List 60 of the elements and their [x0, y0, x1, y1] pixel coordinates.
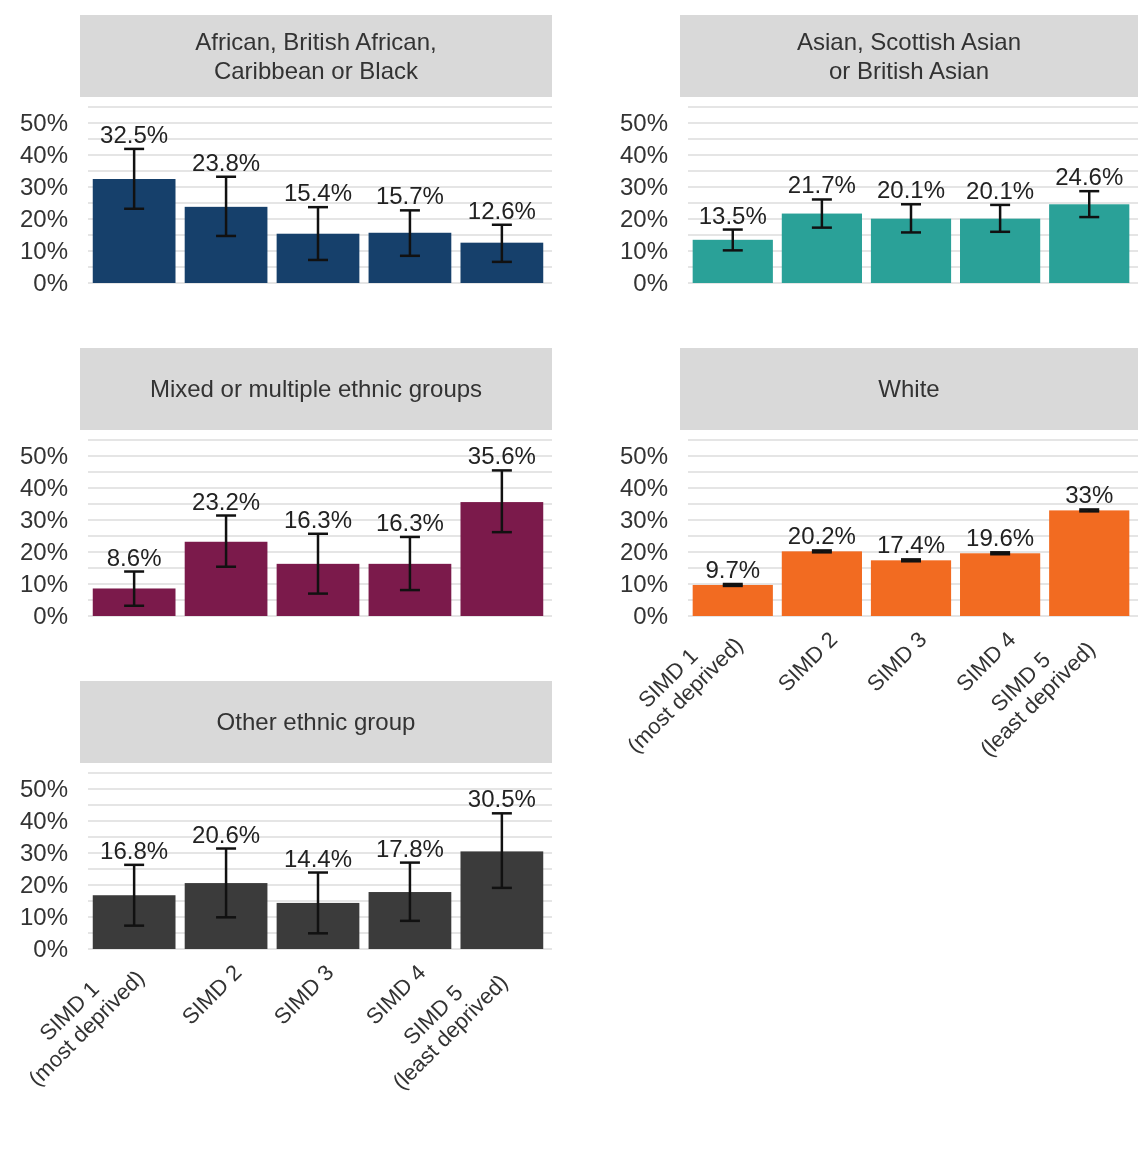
data-label: 13.5% — [698, 201, 767, 229]
data-label: 24.6% — [1055, 163, 1124, 191]
y-tick-label: 10% — [19, 903, 68, 931]
data-label: 21.7% — [787, 171, 856, 199]
data-label: 35.6% — [467, 442, 536, 470]
y-tick-label: 10% — [619, 237, 668, 265]
y-tick-label: 0% — [633, 269, 668, 297]
chart-title: Other ethnic group — [216, 708, 416, 736]
data-label: 16.3% — [283, 505, 353, 533]
data-label: 9.7% — [705, 556, 761, 583]
data-label: 20.6% — [192, 820, 261, 848]
y-tick-label: 0% — [633, 602, 668, 630]
data-label: 32.5% — [100, 120, 169, 148]
y-tick-label: 30% — [19, 506, 68, 534]
y-tick-label: 40% — [619, 474, 668, 502]
data-label: 14.4% — [283, 844, 353, 872]
y-tick-label: 20% — [619, 538, 668, 566]
data-label: 16.8% — [100, 836, 169, 864]
y-tick-label: 50% — [19, 775, 68, 803]
y-tick-label: 40% — [19, 141, 68, 169]
y-tick-label: 40% — [19, 807, 68, 835]
y-tick-label: 0% — [33, 269, 68, 297]
chart-title: African, British African, Caribbean or Black — [195, 28, 437, 84]
data-label: 17.4% — [876, 531, 946, 559]
y-tick-label: 40% — [619, 141, 668, 169]
y-tick-label: 10% — [19, 570, 68, 598]
y-tick-label: 20% — [19, 538, 68, 566]
y-tick-label: 0% — [33, 935, 68, 963]
y-tick-label: 10% — [619, 570, 668, 598]
data-label: 19.6% — [966, 524, 1035, 552]
chart-title: Mixed or multiple ethnic groups — [149, 375, 483, 403]
data-label: 15.7% — [375, 182, 444, 210]
y-tick-label: 0% — [33, 602, 68, 630]
data-label: 30.5% — [467, 785, 536, 813]
y-tick-label: 10% — [19, 237, 68, 265]
data-label: 12.6% — [467, 196, 536, 224]
y-tick-label: 20% — [19, 871, 68, 899]
data-label: 20.1% — [966, 176, 1035, 204]
y-tick-label: 20% — [19, 205, 68, 233]
data-label: 20.2% — [787, 522, 856, 550]
data-label: 15.4% — [283, 179, 353, 207]
y-tick-label: 30% — [619, 506, 668, 534]
data-label: 20.1% — [876, 176, 946, 204]
y-tick-label: 50% — [19, 109, 68, 137]
data-label: 17.8% — [375, 834, 444, 862]
chart-title: White — [878, 375, 940, 403]
chart-title: Asian, Scottish Asian or British Asian — [796, 28, 1022, 84]
y-tick-label: 50% — [619, 442, 668, 470]
y-tick-label: 20% — [619, 205, 668, 233]
y-tick-label: 30% — [19, 173, 68, 201]
y-tick-label: 50% — [619, 109, 668, 137]
data-label: 23.8% — [192, 148, 261, 176]
data-label: 33% — [1065, 481, 1114, 509]
data-label: 23.2% — [192, 487, 261, 515]
data-label: 16.3% — [375, 508, 444, 536]
data-label: 8.6% — [106, 543, 162, 571]
y-tick-label: 40% — [19, 474, 68, 502]
y-tick-label: 50% — [19, 442, 68, 470]
y-tick-label: 30% — [19, 839, 68, 867]
y-tick-label: 30% — [619, 173, 668, 201]
